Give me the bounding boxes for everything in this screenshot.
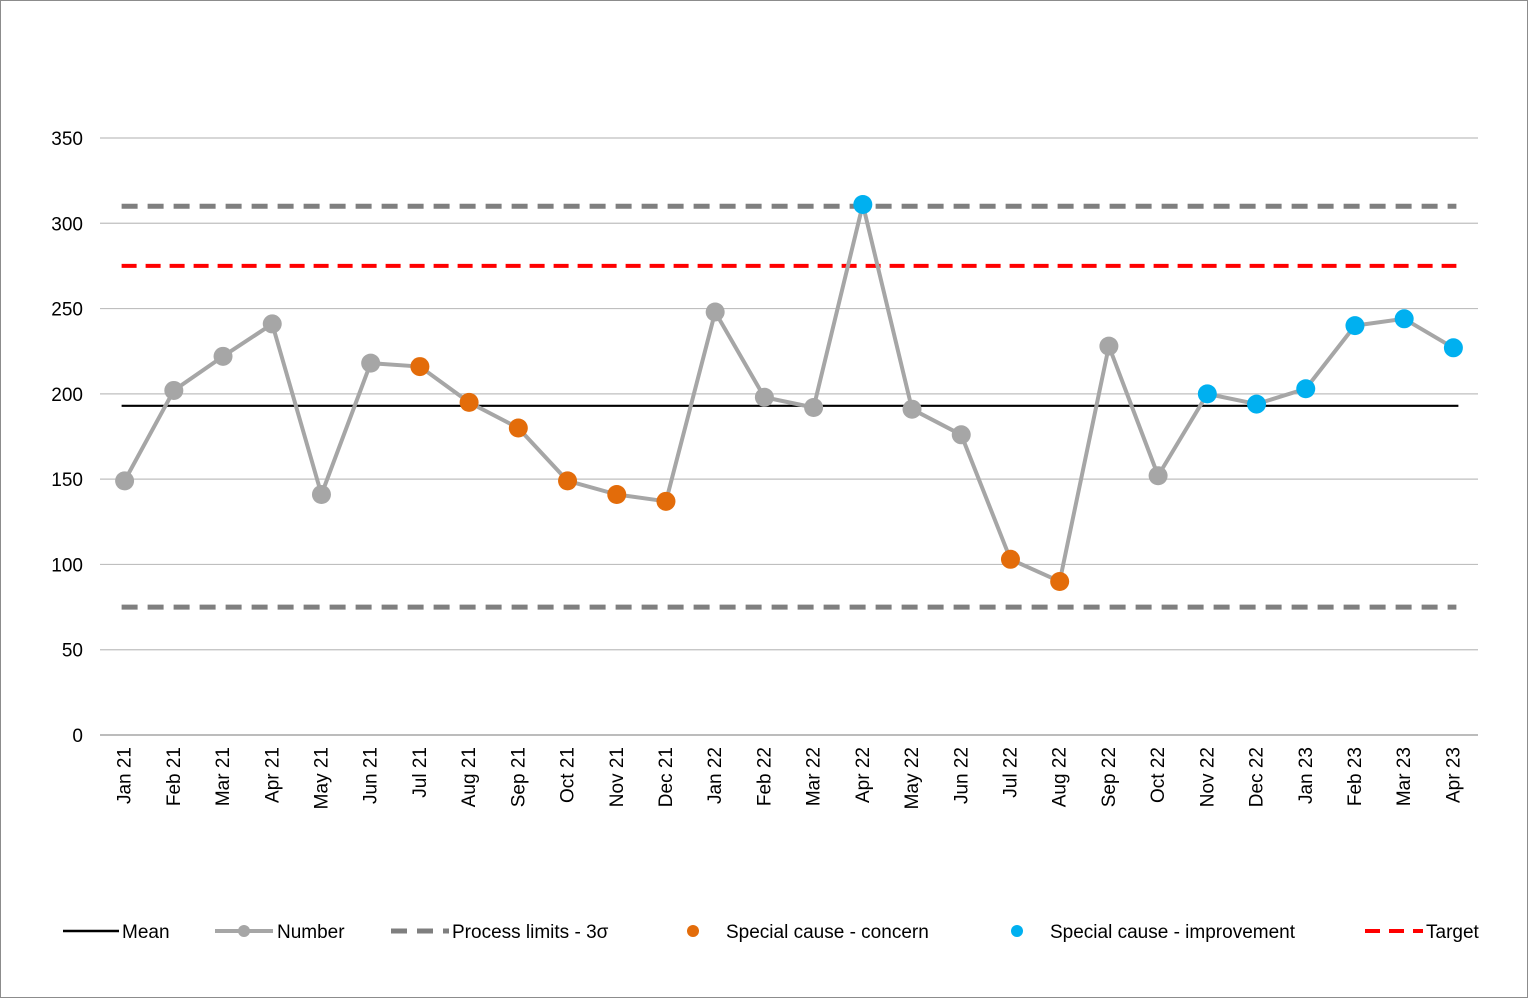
x-tick-label: Mar 23	[1394, 747, 1415, 806]
legend-item-number: Number	[215, 922, 345, 943]
x-tick-label: Nov 22	[1197, 747, 1218, 807]
number-series	[115, 195, 1463, 591]
data-point-concern	[410, 357, 430, 377]
legend-item-concern: Special cause - concern	[687, 922, 929, 943]
x-tick-label: May 22	[902, 747, 923, 809]
y-tick-label: 250	[51, 300, 83, 321]
x-tick-label: Feb 23	[1345, 747, 1366, 806]
legend-label-concern: Special cause - concern	[726, 922, 929, 943]
x-tick-label: Jul 21	[410, 747, 431, 798]
data-point	[1099, 336, 1119, 356]
x-tick-label: Apr 22	[853, 747, 874, 803]
x-tick-label: Sep 21	[508, 747, 529, 807]
x-tick-label: Apr 21	[262, 747, 283, 803]
data-point-improvement	[1247, 394, 1267, 414]
y-tick-label: 200	[51, 385, 83, 406]
x-tick-label: Aug 22	[1050, 747, 1071, 807]
data-point	[115, 471, 135, 491]
x-tick-label: May 21	[311, 747, 332, 809]
legend-item-target: Target	[1365, 922, 1480, 943]
x-tick-label: Dec 22	[1247, 747, 1268, 807]
data-point-concern	[1000, 549, 1020, 569]
gridlines	[100, 137, 1478, 651]
x-tick-label: Jul 22	[1000, 747, 1021, 798]
x-tick-label: Mar 21	[213, 747, 234, 806]
y-tick-label: 0	[72, 726, 83, 747]
legend-marker-number	[238, 925, 250, 937]
legend-label-improvement: Special cause - improvement	[1050, 922, 1296, 943]
data-point	[311, 484, 331, 504]
x-tick-label: Jun 22	[951, 747, 972, 804]
legend-item-mean: Mean	[63, 922, 170, 943]
data-point-improvement	[1443, 338, 1463, 358]
y-tick-label: 50	[62, 641, 83, 662]
x-tick-label: Feb 21	[164, 747, 185, 806]
x-tick-label: Nov 21	[607, 747, 628, 807]
data-point-concern	[607, 484, 627, 504]
x-tick-label: Oct 22	[1148, 747, 1169, 803]
legend-marker-improvement	[1011, 925, 1023, 937]
x-tick-label: Jan 22	[705, 747, 726, 804]
data-point-concern	[558, 471, 578, 491]
x-tick-label: Feb 22	[754, 747, 775, 806]
x-axis-ticks: Jan 21 Feb 21 Mar 21 Apr 21 May 21 Jun 21 Jul …	[115, 747, 1465, 809]
y-tick-label: 150	[51, 470, 83, 491]
data-point	[754, 387, 774, 407]
legend: Mean Number Process limits - 3σ Special …	[63, 922, 1480, 943]
legend-label-number: Number	[277, 922, 345, 943]
data-point	[705, 302, 725, 322]
data-point-improvement	[1394, 309, 1414, 329]
legend-item-improvement: Special cause - improvement	[1011, 922, 1296, 943]
x-tick-label: Jan 23	[1296, 747, 1317, 804]
legend-label-target: Target	[1426, 922, 1480, 943]
process-limit-lines	[121, 203, 1457, 610]
x-tick-label: Dec 21	[656, 747, 677, 807]
x-tick-label: Sep 22	[1099, 747, 1120, 807]
data-point	[1148, 466, 1168, 486]
x-tick-label: Apr 23	[1443, 747, 1464, 803]
data-point	[213, 346, 233, 366]
x-tick-label: Jan 21	[115, 747, 136, 804]
data-point	[951, 425, 971, 445]
data-point	[164, 380, 184, 400]
data-point-concern	[656, 491, 676, 511]
y-tick-label: 350	[51, 129, 83, 150]
y-tick-label: 100	[51, 555, 83, 576]
legend-marker-concern	[687, 925, 699, 937]
data-point	[262, 314, 282, 334]
data-point-improvement	[1345, 316, 1365, 336]
number-line	[122, 202, 1455, 584]
y-axis-ticks: 0 50 100 150 200 250 300 350	[51, 129, 83, 747]
x-tick-label: Mar 22	[804, 747, 825, 806]
x-tick-label: Oct 21	[558, 747, 579, 803]
data-point-improvement	[1296, 379, 1316, 399]
legend-label-limits: Process limits - 3σ	[452, 922, 609, 943]
x-tick-label: Aug 21	[459, 747, 480, 807]
data-point-concern	[459, 392, 479, 412]
data-point	[902, 399, 922, 419]
data-point	[804, 398, 824, 418]
data-point-concern	[508, 418, 528, 438]
legend-label-mean: Mean	[122, 922, 170, 943]
data-point-improvement	[1197, 384, 1217, 404]
y-tick-label: 300	[51, 214, 83, 235]
x-tick-label: Jun 21	[361, 747, 382, 804]
legend-item-limits: Process limits - 3σ	[391, 922, 609, 943]
data-point	[361, 353, 381, 373]
data-point-improvement	[853, 195, 873, 215]
data-point-concern	[1050, 571, 1070, 591]
